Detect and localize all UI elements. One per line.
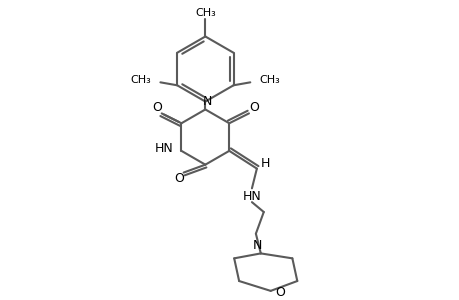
Text: HN: HN (242, 190, 261, 203)
Text: O: O (174, 172, 183, 185)
Text: N: N (252, 239, 262, 252)
Text: CH₃: CH₃ (195, 8, 215, 18)
Text: N: N (202, 95, 212, 109)
Text: H: H (261, 157, 270, 170)
Text: O: O (275, 286, 285, 299)
Text: O: O (248, 101, 258, 114)
Text: CH₃: CH₃ (130, 75, 151, 85)
Text: O: O (151, 101, 162, 114)
Text: CH₃: CH₃ (258, 75, 280, 85)
Text: HN: HN (155, 142, 173, 155)
